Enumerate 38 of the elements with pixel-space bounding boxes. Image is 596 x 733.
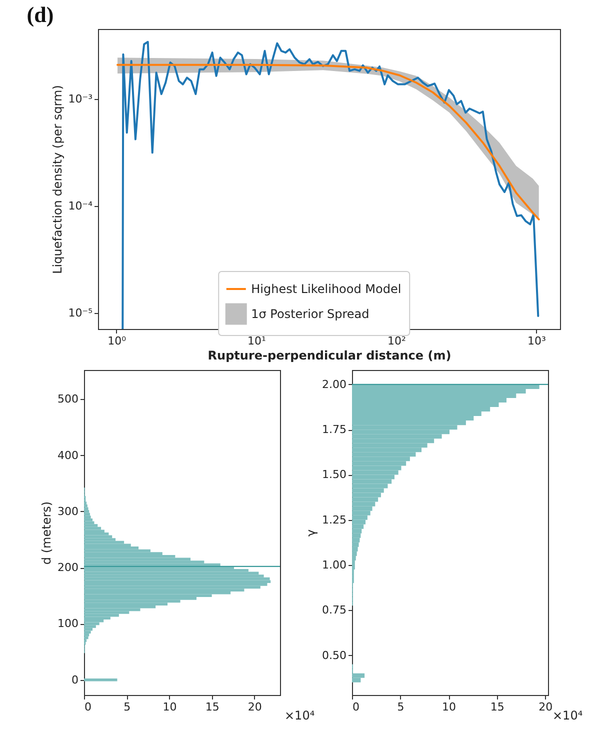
y-tick-label: 10⁻⁴ bbox=[68, 200, 94, 213]
x-axis-title: ×10⁴ bbox=[552, 708, 583, 722]
y-axis-title: γ bbox=[304, 529, 318, 537]
legend-label: Highest Likelihood Model bbox=[251, 282, 402, 296]
x-tick-label: 5 bbox=[124, 700, 131, 714]
y-axis-title: d (meters) bbox=[40, 501, 54, 565]
x-axis-title: ×10⁴ bbox=[284, 708, 315, 722]
y-tick-label: 300 bbox=[58, 504, 78, 518]
y-tick-label: 0.75 bbox=[322, 604, 346, 617]
x-tick-label: 0 bbox=[352, 700, 360, 714]
x-tick-label: 10³ bbox=[527, 334, 546, 348]
y-tick-label: 2.00 bbox=[322, 378, 346, 391]
x-tick-label: 10 bbox=[442, 700, 456, 714]
x-tick-label: 20 bbox=[538, 700, 553, 714]
y-tick-label: 10⁻³ bbox=[68, 92, 92, 106]
y-tick-label: 200 bbox=[58, 561, 78, 574]
y-tick-label: 0 bbox=[72, 673, 78, 686]
x-tick-label: 10¹ bbox=[248, 334, 266, 348]
x-tick-label: 10⁰ bbox=[108, 334, 127, 348]
legend-label: 1σ Posterior Spread bbox=[251, 307, 370, 321]
x-tick-label: 5 bbox=[397, 700, 404, 714]
x-tick-label: 10 bbox=[162, 700, 177, 714]
y-tick-label: 10⁻⁵ bbox=[68, 306, 92, 320]
y-tick-label: 500 bbox=[58, 392, 78, 406]
y-tick-label: 1.25 bbox=[322, 513, 346, 526]
y-axis-title: Liquefaction density (per sqrm) bbox=[50, 85, 64, 274]
y-tick-label: 1.50 bbox=[322, 468, 346, 482]
y-tick-label: 1.75 bbox=[322, 423, 346, 436]
x-axis-title: Rupture-perpendicular distance (m) bbox=[208, 348, 452, 362]
chart-title: (d) bbox=[26, 2, 54, 27]
x-tick-label: 20 bbox=[248, 700, 262, 714]
y-tick-label: 100 bbox=[58, 617, 78, 630]
y-tick-label: 0.50 bbox=[322, 648, 346, 662]
y-tick-label: 1.00 bbox=[322, 558, 346, 572]
x-tick-label: 15 bbox=[205, 700, 220, 714]
x-tick-label: 10² bbox=[388, 334, 406, 348]
y-tick-label: 400 bbox=[58, 448, 78, 462]
x-tick-label: 15 bbox=[490, 700, 504, 714]
